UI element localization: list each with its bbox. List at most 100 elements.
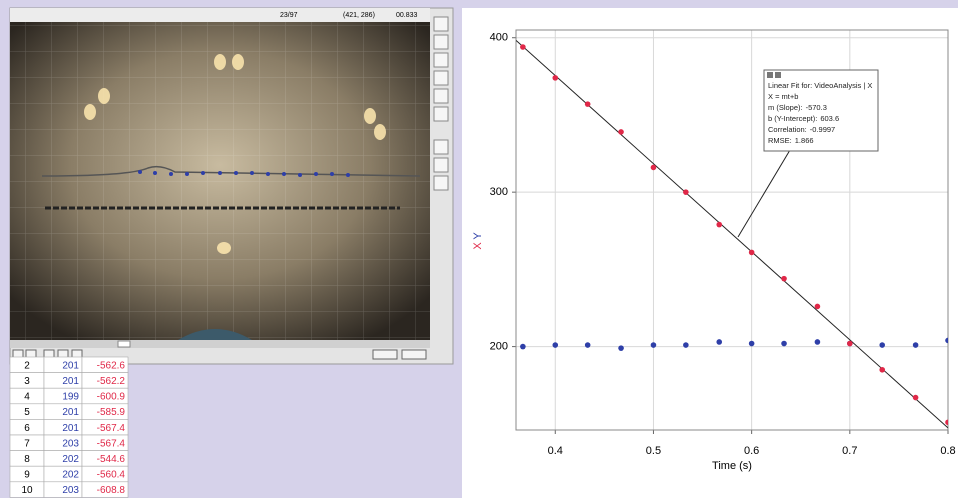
y-axis-label: Y: [472, 232, 484, 240]
table-cell-text: 7: [24, 438, 30, 449]
fit-text-part: RMSE:: [768, 136, 792, 145]
data-point: [585, 342, 591, 348]
y-axis-label: X: [472, 242, 484, 250]
points-button[interactable]: [402, 350, 426, 359]
fit-text: Correlation:-0.9997: [768, 125, 835, 134]
x-tick-label: 0.8: [940, 445, 955, 457]
table-cell-text: -567.4: [97, 423, 126, 434]
data-point: [683, 189, 689, 195]
tool-select[interactable]: [434, 17, 448, 31]
tool-scale[interactable]: [434, 71, 448, 85]
data-point: [781, 341, 787, 347]
x-tick-label: 0.4: [548, 445, 563, 457]
table-cell-text: -562.2: [97, 376, 126, 387]
data-point: [781, 276, 787, 282]
video-time: 00.833: [396, 12, 418, 19]
data-point: [815, 304, 821, 310]
data-point: [552, 342, 558, 348]
table-cell-text: -560.4: [97, 470, 126, 481]
table-cell-text: 201: [62, 376, 79, 387]
table-cell-text: 203: [62, 438, 79, 449]
data-point: [618, 129, 624, 135]
x-tick-label: 0.5: [646, 445, 661, 457]
data-point: [913, 395, 919, 401]
fit-text-part: X = mt+b: [768, 92, 798, 101]
fit-text-part: 603.6: [820, 114, 839, 123]
tool-ruler[interactable]: [434, 89, 448, 103]
data-point: [716, 339, 722, 345]
table-cell-text: 201: [62, 360, 79, 371]
graph-panel: [462, 8, 958, 498]
scrubber[interactable]: [10, 340, 430, 348]
data-point: [913, 342, 919, 348]
tool-point[interactable]: [434, 35, 448, 49]
tool-sync[interactable]: [434, 176, 448, 190]
data-point: [651, 342, 657, 348]
y-tick-label: 300: [490, 186, 508, 198]
table-cell-text: 201: [62, 407, 79, 418]
y-tick-label: 400: [490, 32, 508, 44]
scrubber-thumb[interactable]: [118, 341, 130, 347]
fit-text-part: m (Slope):: [768, 103, 803, 112]
origin-button[interactable]: [373, 350, 397, 359]
fit-text-part: 1.866: [795, 136, 814, 145]
x-tick-label: 0.6: [744, 445, 759, 457]
fit-box-icon: [775, 72, 781, 78]
data-point: [651, 165, 657, 171]
data-point: [520, 44, 526, 50]
fit-text: X = mt+b: [768, 92, 798, 101]
table-cell-text: 199: [62, 392, 79, 403]
table-cell-text: 202: [62, 470, 79, 481]
fit-text: m (Slope):-570.3: [768, 103, 827, 112]
table-cell-text: 203: [62, 485, 79, 496]
data-point: [618, 345, 624, 351]
fit-text: Linear Fit for: VideoAnalysis | X: [768, 81, 872, 90]
fit-text: b (Y-Intercept):603.6: [768, 114, 839, 123]
fit-text-part: Linear Fit for: VideoAnalysis | X: [768, 81, 872, 90]
table-cell-text: 2: [24, 360, 30, 371]
x-axis-label: Time (s): [712, 460, 752, 472]
table-cell-text: 4: [24, 392, 30, 403]
tool-origin[interactable]: [434, 53, 448, 67]
tool-settings[interactable]: [434, 107, 448, 121]
data-point: [815, 339, 821, 345]
data-point: [585, 101, 591, 107]
frame-counter: 23/97: [280, 12, 298, 19]
data-point: [683, 342, 689, 348]
table-cell-text: 202: [62, 454, 79, 465]
tool-graph[interactable]: [434, 158, 448, 172]
table-cell-text: 5: [24, 407, 30, 418]
table-cell-text: -544.6: [97, 454, 126, 465]
table-cell-text: 9: [24, 470, 30, 481]
data-point: [716, 222, 722, 228]
table-cell-text: 201: [62, 423, 79, 434]
fit-text-part: Correlation:: [768, 125, 807, 134]
table-cell-text: -608.8: [97, 485, 126, 496]
data-point: [847, 341, 853, 347]
x-tick-label: 0.7: [842, 445, 857, 457]
table-cell-text: -567.4: [97, 438, 126, 449]
table-cell-text: 3: [24, 376, 30, 387]
video-toolbar: [434, 17, 448, 190]
data-point: [879, 367, 885, 373]
table-cell-text: -585.9: [97, 407, 126, 418]
fit-box-icon: [767, 72, 773, 78]
table-cell-text: -562.6: [97, 360, 126, 371]
table-cell-text: 8: [24, 454, 30, 465]
fit-text-part: -570.3: [806, 103, 827, 112]
fit-text-part: b (Y-Intercept):: [768, 114, 817, 123]
tool-trail[interactable]: [434, 140, 448, 154]
cursor-coords: (421, 286): [343, 12, 375, 19]
data-point: [552, 75, 558, 81]
fit-text-part: -0.9997: [810, 125, 835, 134]
data-point: [879, 342, 885, 348]
table-cell-text: 6: [24, 423, 30, 434]
data-point: [749, 250, 755, 256]
data-point: [749, 341, 755, 347]
table-cell-text: 10: [21, 485, 33, 496]
screen: 23/97 (421, 286) 00.833 2 201 -562.6 3 201 -5…: [0, 0, 958, 498]
y-tick-label: 200: [490, 341, 508, 353]
fit-text: RMSE:1.866: [768, 136, 814, 145]
data-point: [520, 344, 526, 350]
